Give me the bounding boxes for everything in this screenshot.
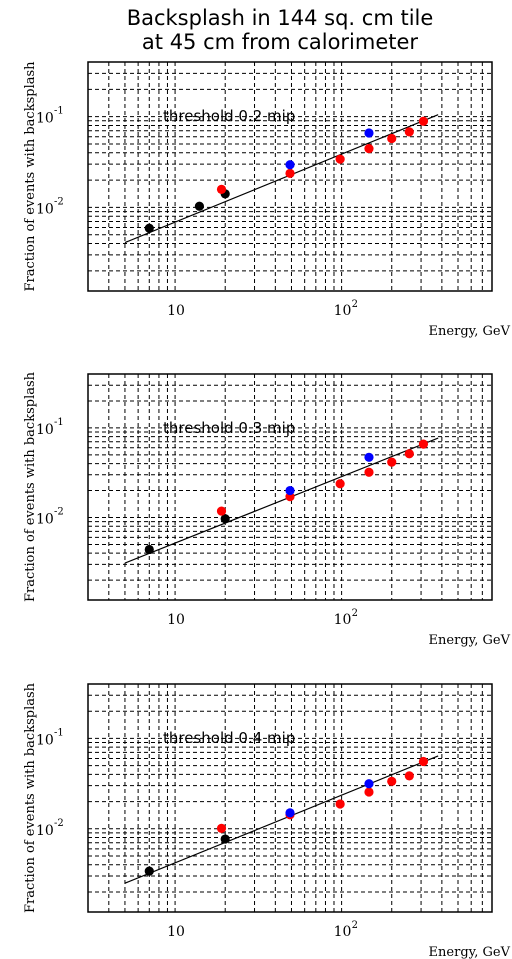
- svg-text:-1: -1: [54, 106, 64, 117]
- fit-line: [124, 114, 439, 244]
- series-2: [216, 116, 429, 194]
- plot-frame: [87, 373, 493, 601]
- x-tick-label: 10: [167, 924, 185, 940]
- data-point: [216, 506, 227, 516]
- threshold-annotation: threshold 0.3 mip: [163, 419, 295, 437]
- svg-text:10: 10: [36, 111, 54, 127]
- data-point: [387, 457, 397, 467]
- title-line-2: at 45 cm from calorimeter: [141, 30, 419, 54]
- data-point: [404, 127, 414, 137]
- svg-text:10: 10: [334, 924, 352, 940]
- data-point: [418, 756, 429, 767]
- svg-text:10: 10: [36, 201, 54, 217]
- svg-text:-1: -1: [54, 417, 64, 428]
- data-point: [387, 776, 397, 786]
- data-point: [404, 771, 414, 781]
- svg-text:10: 10: [167, 303, 185, 319]
- data-point: [220, 834, 230, 844]
- series-2: [216, 439, 429, 516]
- svg-text:2: 2: [352, 608, 358, 619]
- data-point: [216, 823, 227, 833]
- grid: [88, 374, 492, 600]
- data-point: [418, 439, 429, 449]
- x-tick-label: 10 2: [334, 608, 358, 628]
- x-axis-label: Energy, GeV: [429, 633, 511, 648]
- svg-text:-2: -2: [54, 818, 64, 829]
- data-point: [364, 128, 374, 138]
- series-1: [144, 834, 230, 876]
- series-3: [285, 452, 374, 496]
- plot-frame: [87, 683, 493, 913]
- svg-text:10: 10: [334, 303, 352, 319]
- data-point: [335, 154, 345, 164]
- threshold-annotation: threshold 0.4 mip: [163, 729, 295, 747]
- fit-line: [124, 437, 439, 564]
- svg-text:-1: -1: [54, 727, 64, 738]
- svg-text:2: 2: [352, 299, 358, 310]
- data-point: [418, 116, 429, 126]
- data-point: [285, 160, 295, 170]
- series-3: [285, 779, 374, 818]
- data-point: [285, 808, 295, 818]
- svg-text:10: 10: [334, 612, 352, 628]
- series-3: [285, 128, 374, 170]
- data-point: [216, 184, 227, 194]
- threshold-annotation: threshold 0.2 mip: [163, 107, 295, 125]
- svg-text:10: 10: [167, 612, 185, 628]
- data-point: [387, 133, 397, 144]
- y-axis-label: Fraction of events with backsplash: [23, 682, 38, 913]
- x-axis-label: Energy, GeV: [429, 324, 511, 339]
- data-point: [364, 452, 374, 462]
- data-point: [194, 201, 205, 211]
- y-tick-label: 10 -2: [36, 196, 64, 217]
- x-tick-label: 10 2: [334, 299, 358, 319]
- y-axis-label: Fraction of events with backsplash: [23, 371, 38, 602]
- svg-text:2: 2: [352, 920, 358, 931]
- data-point: [285, 168, 295, 179]
- title-line-1: Backsplash in 144 sq. cm tile: [126, 6, 434, 30]
- svg-text:-2: -2: [54, 196, 64, 207]
- data-point: [364, 787, 374, 797]
- data-point: [335, 799, 345, 809]
- fit-line: [124, 755, 439, 884]
- data-point: [144, 223, 154, 233]
- page-title: Backsplash in 144 sq. cm tile at 45 cm f…: [70, 6, 490, 54]
- data-point: [144, 866, 154, 876]
- x-tick-label: 10 2: [334, 920, 358, 940]
- data-point: [285, 485, 295, 496]
- y-tick-label: 10 -2: [36, 818, 64, 839]
- svg-text:10: 10: [36, 732, 54, 748]
- data-point: [335, 479, 345, 489]
- x-tick-label: 10: [167, 612, 185, 628]
- svg-text:10: 10: [36, 512, 54, 528]
- data-point: [220, 514, 230, 524]
- svg-text:10: 10: [167, 924, 185, 940]
- x-axis-label: Energy, GeV: [429, 945, 511, 959]
- svg-text:10: 10: [36, 422, 54, 438]
- y-tick-label: 10 -1: [36, 106, 64, 127]
- y-axis-label: Fraction of events with backsplash: [23, 61, 38, 292]
- series-1: [144, 514, 230, 555]
- svg-text:-2: -2: [54, 507, 64, 518]
- x-tick-label: 10: [167, 303, 185, 319]
- data-point: [364, 143, 374, 154]
- data-point: [364, 779, 374, 789]
- y-tick-label: 10 -1: [36, 727, 64, 748]
- y-tick-label: 10 -2: [36, 507, 64, 528]
- plot-frame: [87, 61, 493, 292]
- series-1: [144, 189, 230, 233]
- series-2: [216, 756, 429, 833]
- svg-text:10: 10: [36, 823, 54, 839]
- data-point: [144, 544, 154, 555]
- data-point: [364, 467, 374, 477]
- y-tick-label: 10 -1: [36, 417, 64, 438]
- data-point: [404, 449, 414, 459]
- grid: [88, 684, 492, 912]
